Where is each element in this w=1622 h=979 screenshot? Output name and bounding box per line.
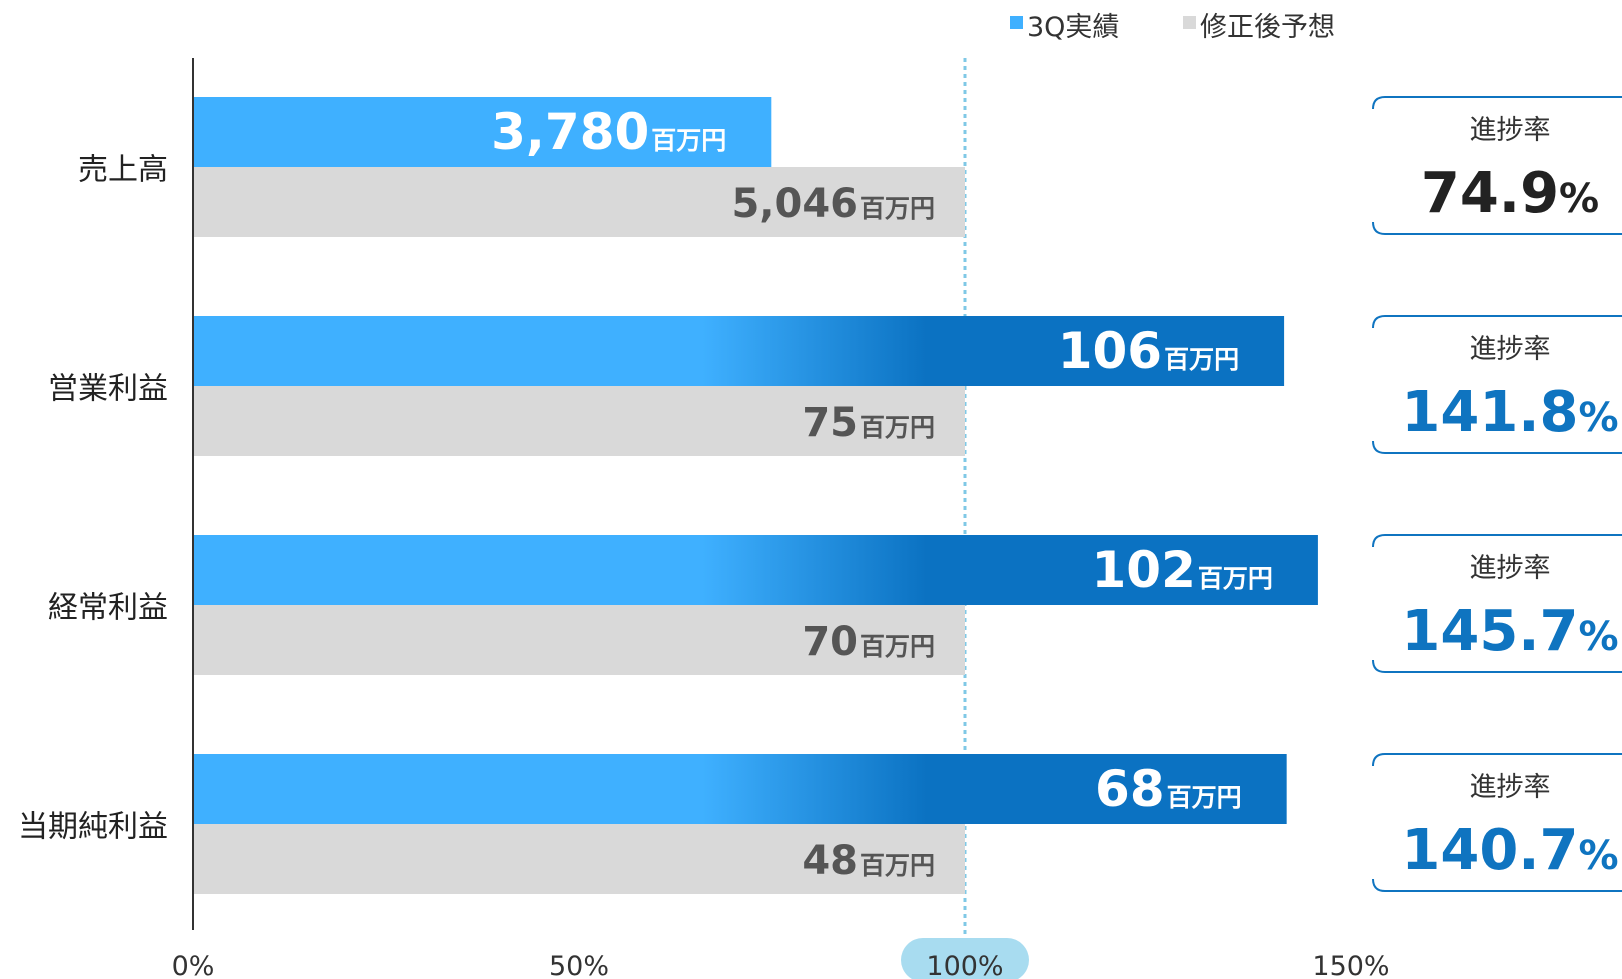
bar-actual — [193, 754, 1287, 824]
data-label-forecast-unit: 百万円 — [860, 194, 935, 223]
data-label-forecast-unit: 百万円 — [860, 413, 935, 442]
data-label-forecast-value: 70 — [802, 619, 858, 665]
bar-forecast — [193, 167, 965, 237]
data-label-actual-unit: 百万円 — [1198, 564, 1273, 593]
legend-swatch-2 — [1183, 16, 1196, 29]
progress-value: 74.9% — [1421, 161, 1599, 226]
data-label-forecast: 5,046百万円 — [731, 181, 935, 227]
category-label: 売上高 — [78, 153, 168, 188]
data-label-actual-unit: 百万円 — [1164, 345, 1239, 374]
x-tick-label: 50% — [549, 951, 609, 979]
x-tick-label: 100% — [926, 951, 1003, 979]
data-label-actual-unit: 百万円 — [1167, 783, 1242, 812]
progress-box-top — [1372, 96, 1622, 110]
bar-actual — [193, 535, 1318, 605]
data-label-actual: 102百万円 — [1092, 541, 1273, 599]
progress-value-pct: % — [1579, 833, 1619, 879]
x-tick-label: 150% — [1312, 951, 1389, 979]
category-label: 当期純利益 — [18, 810, 168, 845]
data-label-actual-unit: 百万円 — [651, 126, 726, 155]
progress-value-number: 74.9 — [1421, 161, 1559, 226]
x-tick-label: 0% — [172, 951, 215, 979]
progress-value-number: 145.7 — [1401, 599, 1578, 664]
data-label-actual: 106百万円 — [1058, 322, 1239, 380]
data-label-actual-value: 102 — [1092, 541, 1196, 599]
progress-title: 進捗率 — [1470, 115, 1551, 146]
legend-label-2: 修正後予想 — [1200, 12, 1335, 43]
progress-value-pct: % — [1579, 614, 1619, 660]
legend-swatch-1 — [1010, 16, 1023, 29]
data-label-actual-value: 68 — [1095, 760, 1165, 818]
progress-title: 進捗率 — [1470, 772, 1551, 803]
data-label-actual-value: 106 — [1058, 322, 1162, 380]
bar-actual — [193, 316, 1285, 386]
progress-box-top — [1372, 753, 1622, 767]
progress-value: 140.7% — [1401, 818, 1618, 883]
progress-title: 進捗率 — [1470, 553, 1551, 584]
category-label: 営業利益 — [48, 372, 168, 407]
data-label-actual-value: 3,780 — [491, 103, 649, 161]
legend-label-1: 3Q実績 — [1027, 12, 1119, 43]
bar-forecast — [193, 605, 965, 675]
category-label: 経常利益 — [48, 591, 168, 626]
reference-pill — [901, 938, 1029, 979]
data-label-actual: 68百万円 — [1095, 760, 1242, 818]
bar-forecast — [193, 386, 965, 456]
data-label-forecast-value: 48 — [802, 838, 858, 884]
progress-value: 141.8% — [1401, 380, 1618, 445]
data-label-forecast-unit: 百万円 — [860, 851, 935, 880]
progress-value-number: 140.7 — [1401, 818, 1578, 883]
progress-box-top — [1372, 315, 1622, 329]
progress-value-pct: % — [1579, 395, 1619, 441]
progress-value-number: 141.8 — [1401, 380, 1578, 445]
data-label-actual: 3,780百万円 — [491, 103, 726, 161]
progress-value-pct: % — [1559, 176, 1599, 222]
data-label-forecast-value: 5,046 — [731, 181, 858, 227]
progress-box-bottom — [1372, 878, 1622, 892]
bar-forecast — [193, 824, 965, 894]
data-label-forecast: 48百万円 — [802, 838, 935, 884]
progress-box-bottom — [1372, 659, 1622, 673]
progress-title: 進捗率 — [1470, 334, 1551, 365]
data-label-forecast-unit: 百万円 — [860, 632, 935, 661]
progress-box-bottom — [1372, 221, 1622, 235]
progress-box-bottom — [1372, 440, 1622, 454]
bar-actual — [193, 97, 772, 167]
data-label-forecast: 75百万円 — [802, 400, 935, 446]
progress-value: 145.7% — [1401, 599, 1618, 664]
progress-box-top — [1372, 534, 1622, 548]
data-label-forecast-value: 75 — [802, 400, 858, 446]
data-label-forecast: 70百万円 — [802, 619, 935, 665]
